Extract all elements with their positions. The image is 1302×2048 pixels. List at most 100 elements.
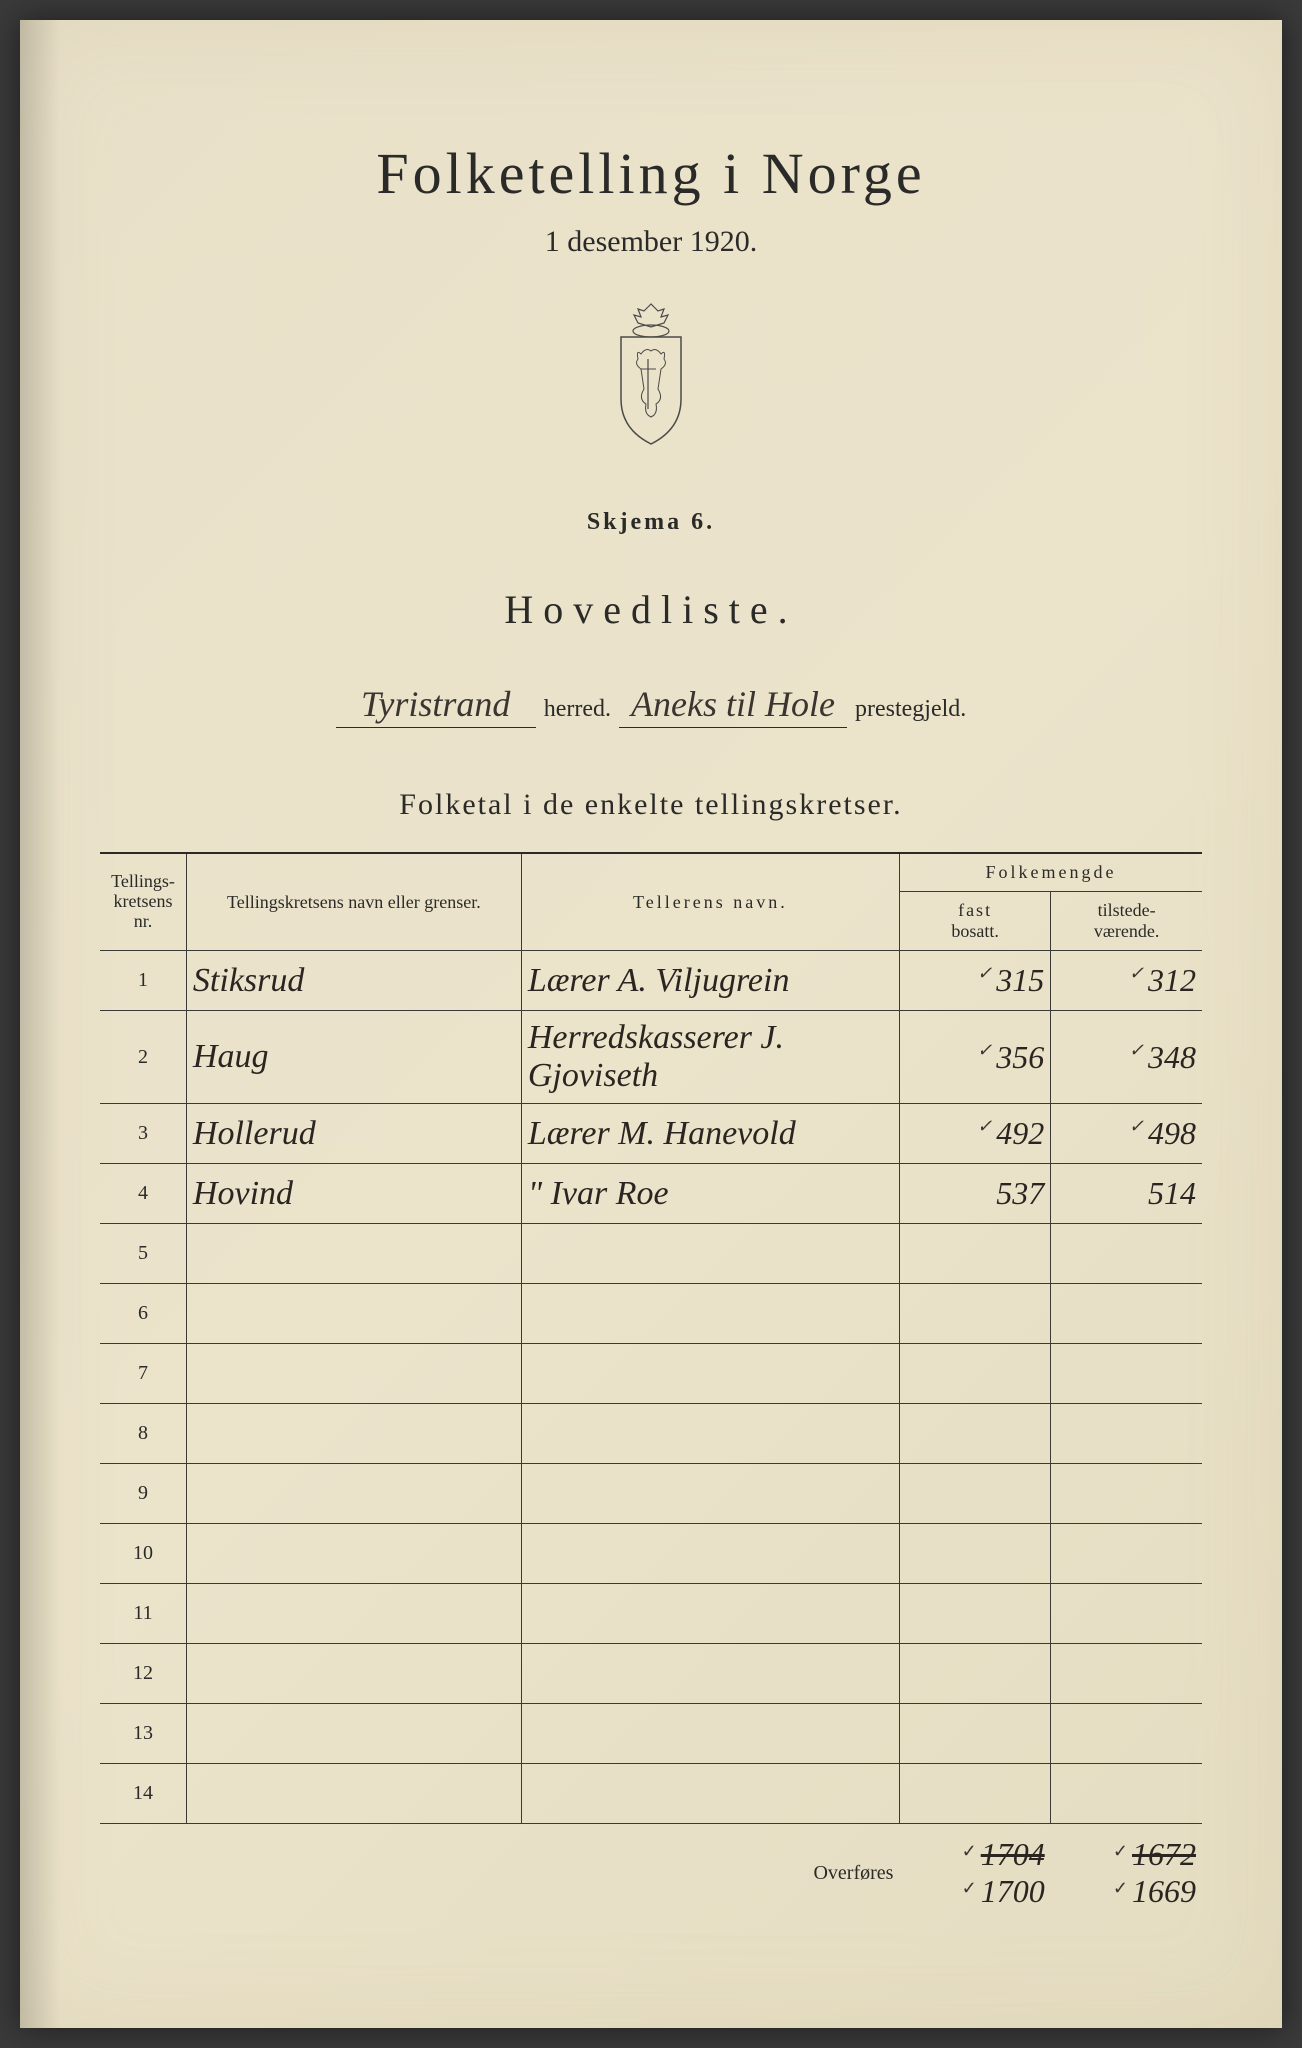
cell-nr: 13 [100, 1704, 186, 1764]
header-teller: Tellerens navn. [521, 853, 899, 951]
cell-tilstede [1051, 1284, 1202, 1344]
cell-fast: 537 [899, 1164, 1050, 1224]
cell-fast: ✓492 [899, 1104, 1050, 1164]
form-number: Skjema 6. [100, 509, 1202, 536]
footer-row: Overføres ✓1704 ✓1700 ✓1672 ✓1669 [100, 1824, 1202, 1918]
cell-district-name: Hollerud [186, 1104, 521, 1164]
cell-fast [899, 1344, 1050, 1404]
cell-nr: 1 [100, 951, 186, 1011]
location-line: Tyristrand herred. Aneks til Hole preste… [100, 683, 1202, 728]
cell-counter-name: " Ivar Roe [521, 1164, 899, 1224]
cell-district-name [186, 1644, 521, 1704]
cell-counter-name [521, 1584, 899, 1644]
header-tilstede: tilstede- værende. [1051, 892, 1202, 951]
cell-district-name [186, 1284, 521, 1344]
overfores-label: Overføres [521, 1824, 899, 1918]
table-row: 5 [100, 1224, 1202, 1284]
cell-nr: 8 [100, 1404, 186, 1464]
table-row: 12 [100, 1644, 1202, 1704]
cell-nr: 11 [100, 1584, 186, 1644]
cell-nr: 9 [100, 1464, 186, 1524]
cell-district-name [186, 1224, 521, 1284]
table-section-title: Folketal i de enkelte tellingskretser. [100, 788, 1202, 822]
cell-counter-name [521, 1284, 899, 1344]
header-fast: fast bosatt. [899, 892, 1050, 951]
cell-nr: 5 [100, 1224, 186, 1284]
footer-tilst: ✓1672 ✓1669 [1051, 1824, 1202, 1918]
cell-counter-name: Herredskasserer J. Gjoviseth [521, 1011, 899, 1104]
cell-district-name [186, 1704, 521, 1764]
herred-field: Tyristrand [336, 683, 536, 728]
cell-tilstede: 514 [1051, 1164, 1202, 1224]
cell-counter-name [521, 1764, 899, 1824]
cell-fast [899, 1404, 1050, 1464]
cell-tilstede: ✓312 [1051, 951, 1202, 1011]
cell-counter-name [521, 1464, 899, 1524]
cell-fast: ✓356 [899, 1011, 1050, 1104]
cell-counter-name: Lærer A. Viljugrein [521, 951, 899, 1011]
cell-tilstede [1051, 1704, 1202, 1764]
cell-fast [899, 1644, 1050, 1704]
cell-counter-name [521, 1524, 899, 1584]
cell-counter-name [521, 1404, 899, 1464]
form-type: Hovedliste. [100, 586, 1202, 633]
census-table: Tellings- kretsens nr. Tellingskretsens … [100, 852, 1202, 1824]
cell-district-name [186, 1584, 521, 1644]
prestegjeld-label: prestegjeld. [855, 696, 966, 723]
cell-district-name [186, 1764, 521, 1824]
table-row: 11 [100, 1584, 1202, 1644]
cell-fast [899, 1464, 1050, 1524]
cell-nr: 10 [100, 1524, 186, 1584]
cell-district-name: Haug [186, 1011, 521, 1104]
cell-tilstede: ✓498 [1051, 1104, 1202, 1164]
cell-tilstede: ✓348 [1051, 1011, 1202, 1104]
cell-nr: 14 [100, 1764, 186, 1824]
table-row: 3HollerudLærer M. Hanevold✓492✓498 [100, 1104, 1202, 1164]
cell-district-name [186, 1464, 521, 1524]
cell-district-name [186, 1524, 521, 1584]
cell-tilstede [1051, 1344, 1202, 1404]
table-row: 10 [100, 1524, 1202, 1584]
cell-tilstede [1051, 1224, 1202, 1284]
cell-fast [899, 1704, 1050, 1764]
herred-label: herred. [544, 696, 611, 723]
cell-counter-name [521, 1644, 899, 1704]
table-row: 14 [100, 1764, 1202, 1824]
cell-district-name: Stiksrud [186, 951, 521, 1011]
cell-nr: 6 [100, 1284, 186, 1344]
cell-nr: 7 [100, 1344, 186, 1404]
cell-nr: 4 [100, 1164, 186, 1224]
table-row: 8 [100, 1404, 1202, 1464]
cell-tilstede [1051, 1764, 1202, 1824]
cell-district-name [186, 1344, 521, 1404]
cell-counter-name [521, 1704, 899, 1764]
cell-tilstede [1051, 1404, 1202, 1464]
table-row: 2HaugHerredskasserer J. Gjoviseth✓356✓34… [100, 1011, 1202, 1104]
cell-nr: 12 [100, 1644, 186, 1704]
header-folkemengde: Folkemengde [899, 853, 1202, 892]
cell-counter-name [521, 1344, 899, 1404]
cell-counter-name [521, 1224, 899, 1284]
cell-fast [899, 1584, 1050, 1644]
cell-tilstede [1051, 1464, 1202, 1524]
coat-of-arms-icon [100, 299, 1202, 449]
cell-nr: 3 [100, 1104, 186, 1164]
prestegjeld-field: Aneks til Hole [619, 683, 847, 728]
document-page: Folketelling i Norge 1 desember 1920. Sk… [20, 20, 1282, 2028]
cell-counter-name: Lærer M. Hanevold [521, 1104, 899, 1164]
main-title: Folketelling i Norge [100, 140, 1202, 207]
cell-district-name: Hovind [186, 1164, 521, 1224]
cell-fast: ✓315 [899, 951, 1050, 1011]
cell-nr: 2 [100, 1011, 186, 1104]
cell-district-name [186, 1404, 521, 1464]
header-name: Tellingskretsens navn eller grenser. [186, 853, 521, 951]
header-nr: Tellings- kretsens nr. [100, 853, 186, 951]
cell-tilstede [1051, 1524, 1202, 1584]
cell-fast [899, 1524, 1050, 1584]
table-row: 13 [100, 1704, 1202, 1764]
date-subtitle: 1 desember 1920. [100, 225, 1202, 259]
cell-fast [899, 1764, 1050, 1824]
table-row: 4Hovind" Ivar Roe537514 [100, 1164, 1202, 1224]
cell-tilstede [1051, 1584, 1202, 1644]
table-row: 6 [100, 1284, 1202, 1344]
